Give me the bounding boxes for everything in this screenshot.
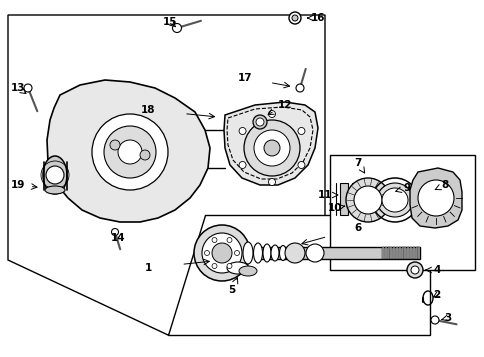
Bar xyxy=(407,247,408,259)
Ellipse shape xyxy=(45,186,65,194)
Circle shape xyxy=(268,178,275,186)
Circle shape xyxy=(194,225,249,281)
Text: 3: 3 xyxy=(443,313,451,323)
Text: 8: 8 xyxy=(440,180,448,190)
Circle shape xyxy=(227,263,231,268)
Circle shape xyxy=(227,237,231,242)
Bar xyxy=(387,247,389,259)
Circle shape xyxy=(212,243,231,263)
Bar xyxy=(390,247,392,259)
Text: 19: 19 xyxy=(11,180,25,190)
Circle shape xyxy=(140,150,150,160)
Circle shape xyxy=(104,126,156,178)
Bar xyxy=(404,247,406,259)
Bar xyxy=(329,155,474,270)
Circle shape xyxy=(111,228,118,236)
Circle shape xyxy=(239,161,245,169)
Bar xyxy=(257,247,419,259)
Bar xyxy=(381,247,383,259)
Circle shape xyxy=(353,186,381,214)
Bar xyxy=(401,247,403,259)
Bar xyxy=(409,247,411,259)
Circle shape xyxy=(254,130,289,166)
Circle shape xyxy=(92,114,167,190)
Circle shape xyxy=(268,111,275,117)
Ellipse shape xyxy=(381,188,407,212)
Bar xyxy=(393,247,394,259)
Circle shape xyxy=(253,115,267,129)
Circle shape xyxy=(243,120,300,176)
Text: 13: 13 xyxy=(11,83,25,93)
Bar xyxy=(398,247,400,259)
Circle shape xyxy=(263,140,279,156)
Bar xyxy=(412,247,414,259)
Text: 11: 11 xyxy=(317,190,332,200)
Bar xyxy=(339,183,348,215)
Text: 5: 5 xyxy=(228,285,235,295)
Ellipse shape xyxy=(376,183,412,217)
Bar xyxy=(395,247,397,259)
Circle shape xyxy=(417,180,453,216)
Circle shape xyxy=(212,263,216,268)
Text: 15: 15 xyxy=(163,17,177,27)
Ellipse shape xyxy=(271,245,278,261)
Text: 10: 10 xyxy=(327,203,342,213)
Circle shape xyxy=(24,84,32,92)
Text: 6: 6 xyxy=(354,223,361,233)
Circle shape xyxy=(285,243,304,263)
Circle shape xyxy=(172,24,181,32)
Bar xyxy=(415,247,417,259)
Text: 9: 9 xyxy=(403,183,410,193)
Circle shape xyxy=(291,15,297,21)
Ellipse shape xyxy=(262,244,271,262)
Polygon shape xyxy=(409,168,461,228)
Circle shape xyxy=(118,140,142,164)
Bar xyxy=(418,247,420,259)
Text: 4: 4 xyxy=(432,265,440,275)
Bar xyxy=(384,247,386,259)
Circle shape xyxy=(305,244,323,262)
Ellipse shape xyxy=(239,266,257,276)
Circle shape xyxy=(212,237,216,242)
Text: 1: 1 xyxy=(144,263,151,273)
Circle shape xyxy=(110,140,120,150)
Polygon shape xyxy=(8,15,324,335)
Ellipse shape xyxy=(227,262,248,274)
Polygon shape xyxy=(224,102,318,185)
Text: 7: 7 xyxy=(354,158,361,168)
Ellipse shape xyxy=(279,246,286,261)
Text: 16: 16 xyxy=(310,13,325,23)
Ellipse shape xyxy=(43,156,67,194)
Text: 12: 12 xyxy=(277,100,292,110)
Circle shape xyxy=(345,178,389,222)
Circle shape xyxy=(234,251,239,256)
Circle shape xyxy=(430,316,438,324)
Circle shape xyxy=(288,12,301,24)
Ellipse shape xyxy=(253,243,262,263)
Circle shape xyxy=(204,251,209,256)
Text: 18: 18 xyxy=(140,105,155,115)
Circle shape xyxy=(256,118,263,126)
Circle shape xyxy=(297,127,304,135)
Text: 17: 17 xyxy=(237,73,252,83)
Text: 14: 14 xyxy=(110,233,125,243)
Polygon shape xyxy=(47,80,210,222)
Circle shape xyxy=(239,127,245,135)
Circle shape xyxy=(201,233,242,273)
Circle shape xyxy=(406,262,422,278)
Ellipse shape xyxy=(242,242,253,264)
Circle shape xyxy=(297,161,304,169)
Text: 2: 2 xyxy=(433,290,440,300)
Polygon shape xyxy=(167,215,429,335)
Circle shape xyxy=(410,266,418,274)
Circle shape xyxy=(295,84,303,92)
Circle shape xyxy=(46,166,64,184)
